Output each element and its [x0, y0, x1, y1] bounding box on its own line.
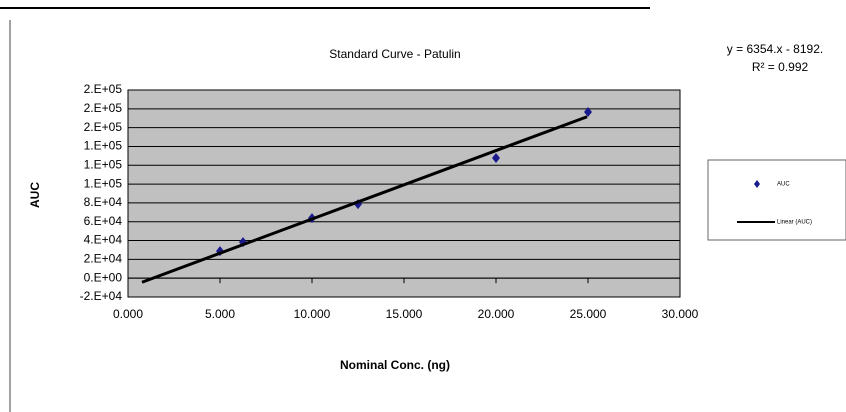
r-squared: R² = 0.992 [752, 60, 809, 74]
y-tick-label: 2.E+05 [84, 82, 123, 96]
y-tick-label: 2.E+05 [84, 101, 123, 115]
y-tick-label: 4.E+04 [84, 233, 123, 247]
x-tick-label: 10.000 [294, 307, 331, 321]
x-axis-title: Nominal Conc. (ng) [340, 358, 450, 372]
y-tick-label: 2.E+04 [84, 252, 123, 266]
y-axis-title: AUC [28, 182, 42, 208]
legend-marker [754, 180, 760, 188]
chart-title: Standard Curve - Patulin [329, 47, 460, 61]
x-tick-label: 5.000 [205, 307, 235, 321]
x-tick-label: 15.000 [386, 307, 423, 321]
x-tick-label: 25.000 [570, 307, 607, 321]
y-tick-label: 6.E+04 [84, 214, 123, 228]
x-tick-label: 20.000 [478, 307, 515, 321]
data-point [492, 153, 500, 164]
x-tick-label: 0.000 [113, 307, 143, 321]
legend-label: Linear (AUC) [777, 220, 812, 226]
y-tick-label: -2.E+04 [80, 289, 123, 303]
x-tick-label: 30.000 [662, 307, 699, 321]
y-tick-label: 1.E+05 [84, 176, 123, 190]
trendline [141, 115, 588, 284]
plot-area [127, 89, 681, 298]
equation: y = 6354.x - 8192. [727, 42, 823, 56]
legend-label: AUC [777, 182, 790, 188]
y-tick-label: 1.E+05 [84, 139, 123, 153]
y-tick-label: 0.E+00 [84, 270, 123, 284]
y-tick-label: 2.E+05 [84, 120, 123, 134]
y-tick-label: 8.E+04 [84, 195, 123, 209]
data-point [584, 107, 592, 118]
legend [707, 159, 846, 241]
y-tick-label: 1.E+05 [84, 157, 123, 171]
